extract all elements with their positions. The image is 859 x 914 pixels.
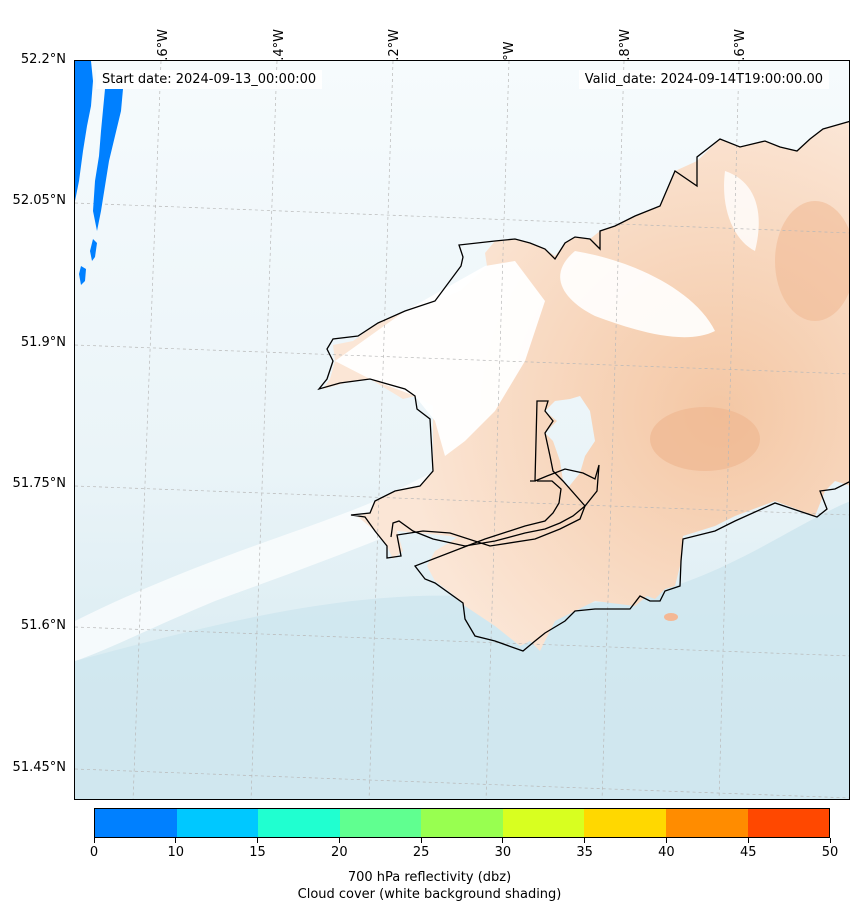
reflectivity-core xyxy=(775,201,849,321)
colorbar-tick-label: 10 xyxy=(167,845,185,860)
land-shading xyxy=(323,121,849,651)
lat-label: 51.45°N xyxy=(12,760,66,775)
colorbar-tick-label: 0 xyxy=(89,845,99,860)
colorbar-tick xyxy=(747,838,749,843)
lat-label: 51.6°N xyxy=(20,618,66,633)
colorbar-tick xyxy=(93,838,95,843)
lat-label: 51.9°N xyxy=(20,335,66,350)
cloud-shading xyxy=(724,171,759,251)
colorbar-segment xyxy=(747,809,830,837)
colorbar-tick-label: 20 xyxy=(331,845,348,860)
coastline xyxy=(390,464,600,547)
reflectivity-patch xyxy=(664,613,678,621)
start-date-annotation: Start date: 2024-09-13_00:00:00 xyxy=(96,70,323,89)
lat-label: 51.75°N xyxy=(12,476,66,491)
colorbar-label: 700 hPa reflectivity (dbz) xyxy=(347,870,512,885)
reflectivity-patch xyxy=(75,61,93,201)
reflectivity-patch xyxy=(93,89,123,231)
lat-label: 52.05°N xyxy=(12,193,66,208)
cloud-shading xyxy=(335,261,545,456)
colorbar-tick xyxy=(175,838,177,843)
colorbar-tick-label: 40 xyxy=(658,845,675,860)
reflectivity-patch xyxy=(79,266,86,285)
colorbar xyxy=(94,808,830,838)
colorbar-segment xyxy=(176,809,259,837)
colorbar-segment xyxy=(95,809,177,837)
coastline xyxy=(413,480,849,652)
colorbar-tick-label: 15 xyxy=(249,845,266,860)
colorbar-segment xyxy=(339,809,422,837)
colorbar-tick-label: 25 xyxy=(412,845,430,860)
map-panel: Start date: 2024-09-13_00:00:00 Valid_da… xyxy=(74,60,850,800)
reflectivity-patch xyxy=(90,239,97,261)
colorbar-tick-label: 45 xyxy=(739,845,757,860)
colorbar-tick xyxy=(338,838,340,843)
colorbar-segment xyxy=(584,809,666,837)
colorbar-tick-label: 50 xyxy=(821,845,839,860)
colorbar-tick xyxy=(257,838,259,843)
coastline xyxy=(317,120,849,559)
colorbar-tick-label: 35 xyxy=(576,845,593,860)
colorbar-segment xyxy=(421,809,503,837)
colorbar-sublabel: Cloud cover (white background shading) xyxy=(297,887,562,902)
lat-label: 52.2°N xyxy=(20,52,66,67)
colorbar-tick xyxy=(665,838,667,843)
colorbar-tick xyxy=(420,838,422,843)
colorbar-segment xyxy=(665,809,748,837)
sea-shading-deep xyxy=(75,501,849,799)
valid-date-annotation: Valid_date: 2024-09-14T19:00:00.00 xyxy=(578,70,829,89)
colorbar-tick-label: 30 xyxy=(494,845,512,860)
colorbar-segment xyxy=(258,809,340,837)
map-canvas xyxy=(75,61,849,799)
colorbar-segment xyxy=(502,809,585,837)
colorbar-tick xyxy=(502,838,504,843)
cloud-shading xyxy=(560,251,715,338)
colorbar-tick xyxy=(584,838,586,843)
colorbar-tick xyxy=(829,838,831,843)
reflectivity-core xyxy=(650,407,760,471)
